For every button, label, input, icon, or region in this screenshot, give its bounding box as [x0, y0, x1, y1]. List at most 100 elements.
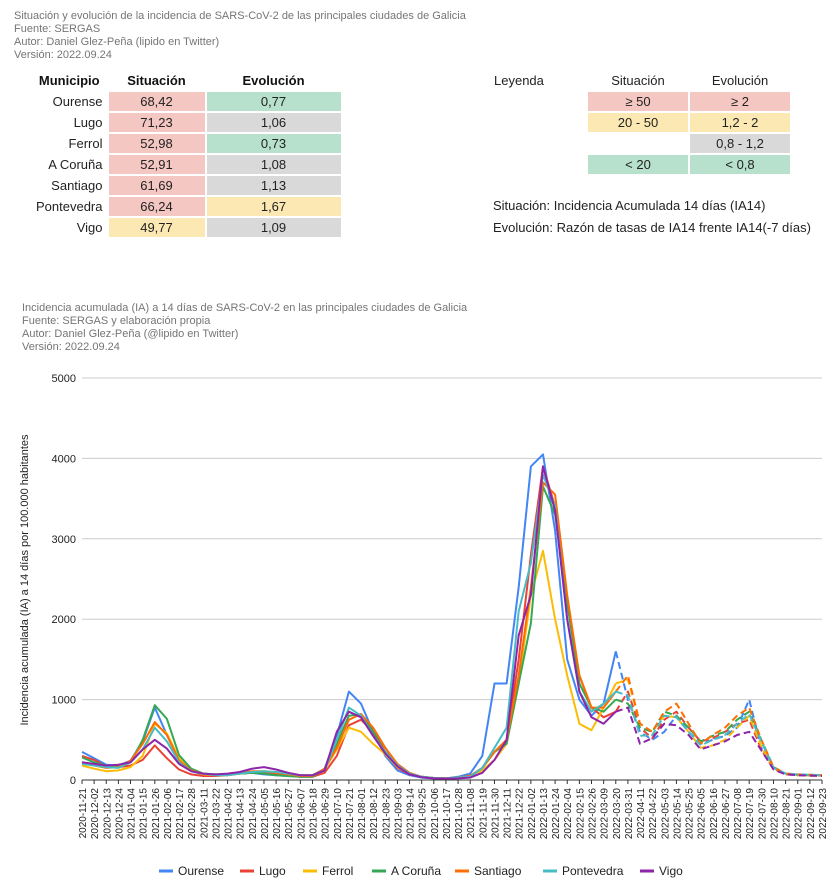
y-tick-label: 5000: [52, 373, 76, 385]
x-tick-label: 2021-02-17: [175, 788, 186, 840]
legend-series-label: Ferrol: [322, 864, 353, 878]
legend-evolucion-range: 0,8 - 1,2: [690, 134, 790, 153]
legend-header-situacion: Situación: [611, 73, 665, 88]
chart-title: Incidencia acumulada (IA) a 14 días de S…: [22, 302, 468, 314]
city-evolucion-value: 1,06: [206, 113, 341, 132]
city-row: Ferrol 52,98 0,73: [32, 134, 341, 153]
city-evolucion-value: 1,09: [206, 218, 341, 237]
city-row: A Coruña 52,91 1,08: [32, 155, 341, 174]
city-situation-table: Municipio Situación Evolución Ourense 68,…: [30, 69, 343, 239]
x-tick-label: 2022-07-30: [757, 788, 768, 840]
x-tick-label: 2022-09-23: [818, 788, 829, 840]
x-tick-label: 2022-05-25: [685, 788, 696, 840]
report-version: Versión: 2022.09.24: [14, 49, 112, 61]
series-line-solid: [81, 473, 617, 780]
x-tick-label: 2021-04-02: [224, 788, 235, 840]
x-tick-label: 2021-06-29: [321, 788, 332, 840]
city-evolucion-value: 1,08: [206, 155, 341, 174]
x-tick-label: 2021-04-24: [248, 788, 259, 840]
x-tick-label: 2021-11-30: [490, 788, 501, 839]
x-tick-label: 2021-07-10: [333, 788, 344, 840]
x-tick-label: 2022-04-22: [648, 788, 659, 840]
city-situacion-value: 61,69: [108, 176, 205, 195]
city-table-header-row: Municipio Situación Evolución: [32, 71, 341, 90]
series-line-solid: [81, 485, 617, 780]
legend-series-label: Santiago: [474, 864, 522, 878]
x-tick-label: 2021-10-17: [442, 788, 453, 840]
chart-source: Fuente: SERGAS y elaboración propia: [22, 315, 211, 327]
legend-series-label: Ourense: [178, 864, 224, 878]
x-tick-label: 2022-01-13: [539, 788, 550, 840]
report-title: Situación y evolución de la incidencia d…: [14, 10, 466, 22]
x-tick-label: 2021-03-11: [199, 788, 210, 839]
x-tick-label: 2021-11-19: [478, 788, 489, 839]
x-tick-label: 2022-02-15: [575, 788, 586, 840]
city-name: Pontevedra: [36, 199, 103, 214]
city-name: A Coruña: [48, 157, 103, 172]
note-situacion: Situación: Incidencia Acumulada 14 días …: [493, 198, 766, 213]
legend-situacion-range: [588, 134, 688, 153]
x-tick-label: 2022-02-26: [588, 788, 599, 840]
series-line-dashed: [615, 690, 823, 777]
x-tick-label: 2022-06-16: [709, 788, 720, 840]
x-tick-label: 2021-09-14: [406, 788, 417, 840]
x-tick-label: 2021-07-21: [345, 788, 356, 840]
x-tick-label: 2020-12-24: [114, 788, 125, 840]
x-tick-label: 2021-05-05: [260, 788, 271, 840]
city-situacion-value: 49,77: [108, 218, 205, 237]
legend-series-label: Vigo: [659, 864, 683, 878]
city-situacion-value: 66,24: [108, 197, 205, 216]
header-situacion: Situación: [127, 73, 186, 88]
city-situacion-value: 71,23: [108, 113, 205, 132]
city-evolucion-value: 1,13: [206, 176, 341, 195]
x-tick-label: 2022-09-12: [806, 788, 817, 840]
city-evolucion-value: 1,67: [206, 197, 341, 216]
legend-evolucion-range: 1,2 - 2: [690, 113, 790, 132]
series-line-solid: [81, 481, 617, 780]
x-tick-label: 2022-09-01: [794, 788, 805, 840]
city-row: Ourense 68,42 0,77: [32, 92, 341, 111]
city-row: Vigo 49,77 1,09: [32, 218, 341, 237]
chart-header: Incidencia acumulada (IA) a 14 días de S…: [22, 302, 467, 354]
legend-row: ≥ 50 ≥ 2: [490, 92, 790, 111]
chart-version: Versión: 2022.09.24: [22, 341, 120, 353]
x-tick-label: 2020-12-13: [102, 788, 113, 840]
header-municipio: Municipio: [38, 73, 100, 88]
x-tick-label: 2021-09-25: [418, 788, 429, 840]
x-tick-label: 2022-08-10: [769, 788, 780, 840]
x-tick-label: 2022-03-09: [600, 788, 611, 840]
city-situacion-value: 52,91: [108, 155, 205, 174]
x-tick-label: 2021-04-13: [236, 788, 247, 840]
city-row: Lugo 71,23 1,06: [32, 113, 341, 132]
x-tick-label: 2021-12-22: [515, 788, 526, 840]
city-situacion-value: 68,42: [108, 92, 205, 111]
legend-spacer: [490, 155, 586, 174]
x-tick-label: 2022-08-21: [782, 788, 793, 840]
series-line-dashed: [615, 674, 823, 777]
x-tick-label: 2021-03-22: [211, 788, 222, 840]
city-name: Ferrol: [68, 136, 103, 151]
city-name: Ourense: [52, 94, 103, 109]
legend-series-label: Lugo: [259, 864, 286, 878]
legend-series-label: A Coruña: [391, 864, 441, 878]
city-evolucion-value: 0,77: [206, 92, 341, 111]
x-tick-label: 2020-11-21: [78, 788, 89, 839]
x-tick-label: 2022-07-19: [745, 788, 756, 840]
y-tick-label: 3000: [52, 534, 76, 546]
x-tick-label: 2022-04-11: [636, 788, 647, 839]
x-tick-label: 2021-02-28: [187, 788, 198, 840]
series-line-dashed: [614, 651, 823, 777]
city-evolucion-value: 0,73: [206, 134, 341, 153]
city-row: Santiago 61,69 1,13: [32, 176, 341, 195]
y-tick-label: 1000: [52, 695, 76, 707]
legend-header-evolucion: Evolución: [711, 73, 769, 88]
x-tick-label: 2022-05-03: [660, 788, 671, 840]
report-author: Autor: Daniel Glez-Peña (lipido en Twitt…: [14, 36, 220, 48]
chart-legend: Ourense Lugo Ferrol A Coruña Santiago Ponteve…: [159, 864, 683, 878]
y-tick-label: 4000: [52, 453, 76, 465]
x-tick-label: 2021-12-11: [503, 788, 514, 839]
x-tick-label: 2021-08-23: [381, 788, 392, 840]
x-tick-label: 2021-10-28: [454, 788, 465, 840]
city-name: Lugo: [73, 115, 103, 130]
